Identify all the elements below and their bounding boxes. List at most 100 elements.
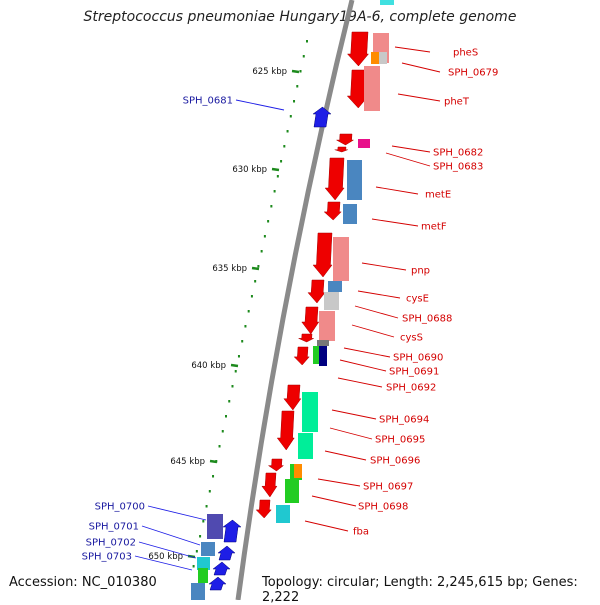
leader-line [371,218,419,227]
gene-arrow-reverse [283,384,302,411]
tick-dot [289,115,292,118]
kbp-tick [230,363,239,368]
tick-dot [202,520,205,523]
tick-dot [283,145,286,148]
tick-dot [241,340,244,343]
gene-label-sph_0690: SPH_0690 [393,353,443,364]
kbp-label: 635 kbp [212,264,247,274]
gene-label-cyss: cysS [400,333,423,344]
tick-dot [257,265,260,268]
gene-label-sph_0688: SPH_0688 [402,314,452,325]
tick-dot [293,100,296,103]
tick-dot [273,190,276,193]
gene-label-sph_0701: SPH_0701 [89,522,139,533]
kbp-label: 640 kbp [191,361,226,371]
tick-dot [296,85,299,88]
gene-label-phet: pheT [444,97,470,108]
tick-dot [228,400,231,403]
leader-line [134,555,193,571]
leader-line [138,541,197,559]
gene-arrow-reverse [334,146,348,153]
gene-arrow-reverse [323,201,342,221]
cog-category-box [379,52,387,64]
gene-arrow-reverse [346,31,370,67]
cog-category-box [207,514,223,539]
gene-label-cyse: cysE [406,294,429,305]
cog-category-box [294,464,302,478]
gene-arrow-sph0702 [212,561,231,576]
leader-line [343,347,391,358]
leader-line [401,62,441,73]
leader-line [354,305,399,319]
cog-category-box [319,346,327,366]
kbp-tick [291,69,300,74]
leader-line [337,377,383,388]
tick-dot [276,175,279,178]
gene-arrow-reverse [261,472,278,498]
cog-category-box [197,557,210,570]
tick-dot [280,160,283,163]
tick-dot [205,505,208,508]
accession-text: Accession: NC_010380 [9,575,157,590]
gene-arrow-sph0703 [208,576,227,591]
cog-category-box [343,204,357,224]
gene-label-sph_0681: SPH_0681 [183,96,233,107]
gene-arrow-reverse [276,410,295,451]
gene-label-fba: fba [353,527,369,538]
leader-line [357,290,401,299]
cog-category-box [191,583,205,600]
tick-dot [192,565,195,568]
genome-backbone [235,0,355,600]
tick-dot [270,205,273,208]
cog-category-box [328,281,342,292]
gene-label-metf: metF [421,222,447,233]
cog-category-box [347,160,362,200]
gene-arrow-reverse [267,458,285,472]
cog-category-box [302,392,318,432]
tick-dot [263,235,266,238]
kbp-label: 630 kbp [232,165,267,175]
kbp-label: 625 kbp [252,67,287,77]
tick-dot [234,370,237,373]
kbp-tick [209,459,218,464]
leader-line [235,99,285,111]
kbp-tick [271,167,280,172]
gene-arrow-reverse [312,232,333,278]
cog-category-box [371,52,380,64]
cog-category-box [201,542,215,556]
gene-arrow-reverse [336,133,355,146]
gene-arrow-reverse [255,499,272,519]
gene-label-sph_0692: SPH_0692 [386,383,436,394]
leader-line [394,46,431,53]
cog-category-box [319,311,335,341]
cog-category-box [380,0,394,5]
gene-label-sph_0679: SPH_0679 [448,68,498,79]
gene-arrow-sph0700 [222,519,242,543]
gene-arrow-reverse [307,279,326,304]
tick-dot [208,490,211,493]
tick-dot [299,70,302,73]
leader-line [331,409,377,420]
leader-line [397,93,441,102]
gene-label-pnp: pnp [411,266,430,277]
gene-arrow-sph0681 [312,106,332,128]
tick-dot [267,220,270,223]
leader-line [141,525,201,546]
cog-category-box [285,479,299,503]
leader-line [339,359,387,372]
tick-dot [286,130,289,133]
tick-dot [254,280,257,283]
cog-category-box [298,433,313,459]
gene-arrow-sph0701 [217,545,236,561]
tick-dot [195,550,198,553]
gene-label-sph_0696: SPH_0696 [370,456,420,467]
gene-label-sph_0700: SPH_0700 [95,502,145,513]
leader-line [361,262,407,271]
topology-text: Topology: circular; Length: 2,245,615 bp… [262,575,578,605]
gene-label-sph_0695: SPH_0695 [375,435,425,446]
gene-label-sph_0698: SPH_0698 [358,502,408,513]
leader-line [351,324,395,338]
gene-label-sph_0691: SPH_0691 [389,367,439,378]
kbp-label: 645 kbp [170,457,205,467]
